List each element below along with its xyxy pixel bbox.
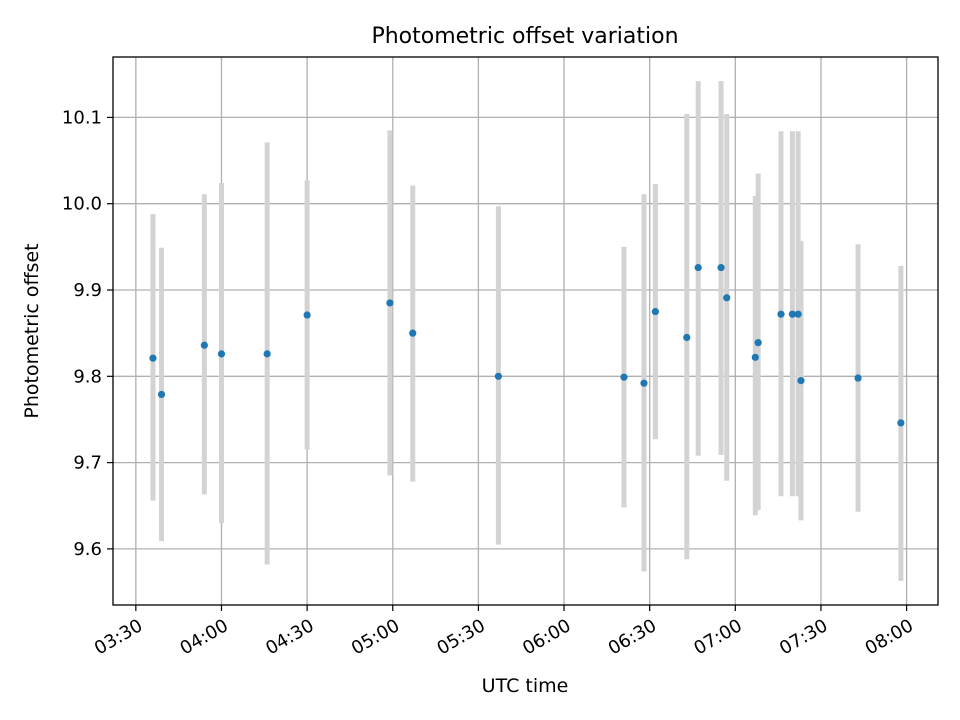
data-point bbox=[854, 374, 862, 382]
y-axis-label: Photometric offset bbox=[21, 243, 43, 418]
data-point bbox=[200, 341, 208, 349]
data-point bbox=[897, 419, 905, 427]
data-point bbox=[149, 354, 157, 362]
data-point bbox=[157, 390, 166, 399]
data-point bbox=[797, 377, 805, 385]
y-tick-label: 9.8 bbox=[73, 366, 102, 387]
data-point bbox=[723, 294, 731, 302]
chart-title: Photometric offset variation bbox=[371, 24, 678, 49]
y-tick-label: 9.6 bbox=[73, 539, 102, 560]
y-axis-ticks: 9.6 9.7 9.8 9.9 10.0 10.1 bbox=[62, 107, 113, 560]
data-point bbox=[694, 263, 702, 272]
data-point bbox=[683, 333, 691, 342]
data-point bbox=[717, 263, 725, 272]
data-point bbox=[620, 373, 628, 381]
data-point bbox=[651, 307, 659, 316]
plot-frame bbox=[112, 56, 939, 606]
data-point bbox=[494, 372, 502, 380]
y-tick-label: 9.7 bbox=[73, 453, 102, 474]
data-point bbox=[777, 310, 785, 318]
data-point bbox=[303, 311, 311, 319]
x-axis-label: UTC time bbox=[482, 675, 569, 697]
data-point bbox=[263, 350, 271, 358]
y-tick-label: 10.0 bbox=[62, 194, 102, 215]
data-point bbox=[788, 310, 797, 318]
y-tick-label: 10.1 bbox=[62, 107, 102, 128]
data-point bbox=[794, 310, 802, 318]
data-point bbox=[640, 379, 648, 387]
data-point bbox=[217, 350, 226, 358]
data-points bbox=[149, 263, 905, 427]
data-point bbox=[754, 339, 762, 347]
data-point bbox=[409, 329, 417, 337]
y-tick-label: 9.9 bbox=[73, 280, 102, 301]
data-point bbox=[751, 353, 759, 361]
data-point bbox=[386, 299, 394, 307]
